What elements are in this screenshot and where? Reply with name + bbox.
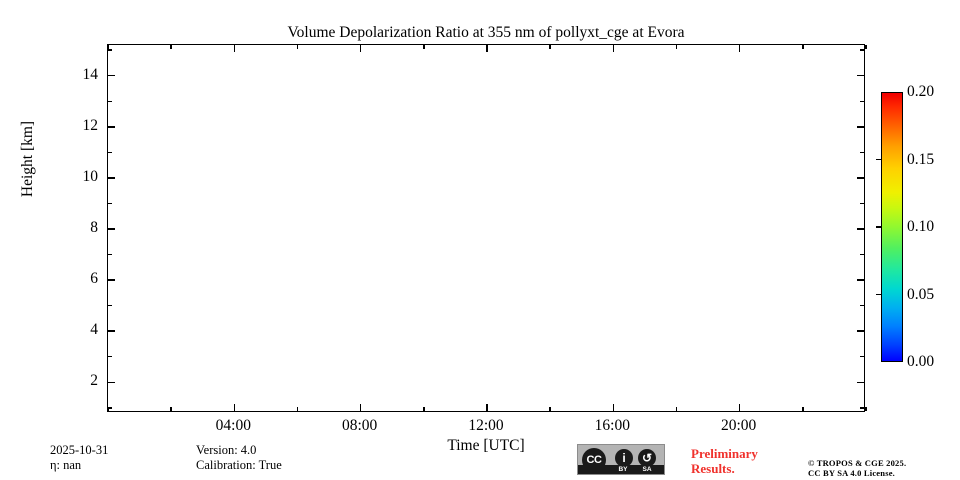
x-axis-minor-tick (170, 407, 172, 411)
y-axis-minor-tick (860, 202, 864, 205)
cc-by-person-icon: i (615, 449, 633, 467)
x-axis-minor-tick (865, 407, 867, 411)
y-axis-tick (108, 330, 115, 333)
chart-title: Volume Depolarization Ratio at 355 nm of… (287, 24, 685, 41)
x-axis-minor-tick (549, 45, 551, 49)
cc-sa-share-alike-icon: ↺ (638, 449, 656, 467)
x-axis-tick (359, 404, 362, 411)
y-axis-minor-tick (108, 407, 112, 409)
x-axis-tick (359, 45, 362, 52)
x-axis-minor-tick (107, 407, 109, 411)
colorbar-tick (876, 158, 881, 161)
colorbar-tick-label: 0.15 (907, 150, 935, 168)
x-axis-tick (486, 404, 488, 411)
cc-license-badge-icon[interactable]: CC i ↺ BY SA (577, 444, 665, 475)
y-axis-tick (857, 330, 864, 333)
x-axis-minor-tick (802, 45, 804, 49)
y-axis-tick (108, 74, 115, 77)
footer-eta: η: nan (50, 458, 82, 472)
y-axis-tick (108, 381, 115, 384)
y-axis-tick (108, 125, 115, 128)
colorbar-tick-label: 0.05 (907, 285, 935, 303)
colorbar-tick-label: 0.00 (907, 353, 935, 370)
x-axis-tick (233, 45, 236, 52)
preliminary-results-notice: Preliminary Results. (691, 446, 758, 476)
colorbar-tick (876, 293, 881, 296)
y-axis-title: Height [km] (19, 120, 36, 198)
cc-by-label: BY (618, 466, 628, 473)
y-axis-minor-tick (860, 304, 864, 307)
footer-date: 2025-10-31 (50, 443, 109, 457)
x-axis-tick (612, 404, 615, 411)
colorbar-tick-label: 0.10 (907, 218, 935, 235)
x-axis-minor-tick (423, 45, 425, 49)
y-axis-tick (857, 279, 864, 281)
y-axis-tick-label: 6 (90, 270, 98, 288)
y-axis-tick-label: 8 (90, 219, 98, 236)
cc-badge-bottom-bar (578, 465, 664, 474)
x-axis-minor-tick (107, 45, 109, 49)
y-axis-minor-tick (108, 49, 112, 51)
x-axis-minor-tick (802, 407, 804, 411)
x-axis-tick (233, 404, 236, 411)
x-axis-tick-label: 04:00 (215, 417, 251, 434)
x-axis-minor-tick (296, 45, 299, 49)
x-axis-tick (612, 45, 615, 52)
footer-calibration: Calibration: True (196, 458, 282, 472)
x-axis-tick-label: 08:00 (342, 417, 378, 434)
x-axis-tick-label: 12:00 (468, 417, 504, 434)
y-axis-minor-tick (860, 49, 864, 51)
y-axis-tick (857, 228, 864, 230)
y-axis-tick-label: 4 (90, 321, 98, 339)
x-axis-minor-tick (549, 407, 551, 411)
x-axis-minor-tick (675, 45, 678, 49)
cc-sa-label: SA (642, 466, 652, 473)
x-axis-tick (738, 45, 741, 52)
y-axis-tick-label: 2 (90, 372, 98, 390)
y-axis-minor-tick (860, 100, 864, 102)
plot-frame (107, 44, 867, 412)
y-axis-tick (857, 381, 864, 384)
y-axis-minor-tick (108, 202, 112, 205)
y-axis-minor-tick (860, 407, 864, 409)
colorbar-tick-label: 0.20 (907, 83, 935, 100)
colorbar-gradient (881, 92, 903, 362)
y-axis-minor-tick (860, 151, 864, 154)
y-axis-tick (857, 74, 864, 77)
y-axis-minor-tick (860, 253, 864, 256)
copyright-line-1: © TROPOS & CGE 2025. (808, 458, 907, 468)
x-axis-tick-label: 20:00 (721, 417, 757, 434)
y-axis-tick (108, 228, 115, 230)
y-axis-minor-tick (108, 100, 112, 102)
copyright-line-2: CC BY SA 4.0 License. (808, 468, 896, 478)
x-axis-tick (738, 404, 741, 411)
x-axis-title: Time [UTC] (447, 437, 525, 454)
plot-data-area (108, 45, 864, 411)
y-axis-tick (108, 177, 115, 179)
x-axis-minor-tick (865, 45, 867, 49)
y-axis-minor-tick (108, 253, 112, 256)
colorbar-tick (876, 226, 881, 228)
colorbar (876, 92, 903, 362)
x-axis-minor-tick (675, 407, 678, 411)
x-axis-minor-tick (296, 407, 299, 411)
x-axis-minor-tick (423, 407, 425, 411)
y-axis-minor-tick (108, 151, 112, 154)
y-axis-tick (857, 177, 864, 179)
y-axis-tick (108, 279, 115, 281)
y-axis-minor-tick (860, 356, 864, 358)
y-axis-minor-tick (108, 304, 112, 307)
x-axis-minor-tick (170, 45, 172, 49)
y-axis-tick-label: 10 (82, 167, 99, 185)
y-axis-tick-label: 12 (82, 116, 99, 134)
x-axis-tick (486, 45, 488, 52)
x-axis-tick-label: 16:00 (594, 417, 630, 434)
y-axis-tick (857, 125, 864, 128)
y-axis-tick-label: 14 (82, 65, 99, 83)
footer-version: Version: 4.0 (196, 443, 257, 457)
y-axis-minor-tick (108, 356, 112, 358)
